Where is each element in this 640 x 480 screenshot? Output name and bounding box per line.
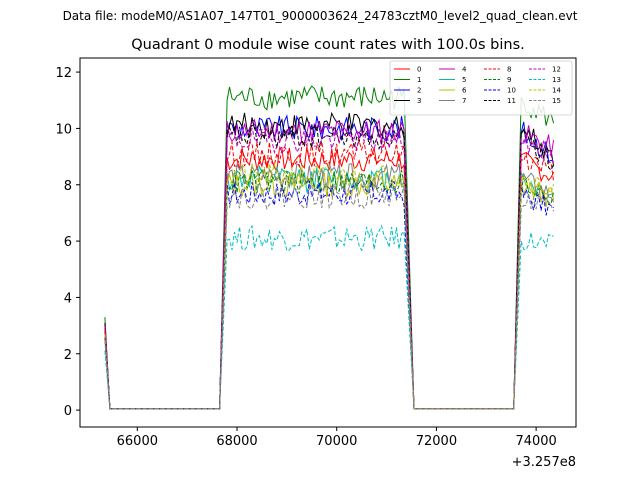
series-line-13 [104, 224, 554, 410]
legend-label: 3 [417, 97, 421, 105]
y-tick-label: 8 [64, 179, 72, 194]
y-tick-label: 12 [55, 66, 72, 81]
legend-label: 9 [507, 76, 511, 84]
figure-suptitle: Data file: modeM0/AS1A07_147T01_90000036… [63, 9, 578, 23]
x-tick-label: 66000 [117, 434, 158, 449]
series-line-10 [104, 180, 554, 410]
legend-label: 15 [552, 97, 561, 105]
series-line-8 [104, 139, 555, 410]
y-tick-label: 0 [64, 404, 72, 419]
legend-label: 14 [552, 87, 561, 95]
legend-label: 1 [417, 76, 421, 84]
x-offset-label: +3.257e8 [512, 455, 576, 470]
legend-label: 8 [507, 66, 511, 74]
y-axis: 0 2 4 6 8 10 12 [55, 66, 80, 419]
y-tick-label: 10 [55, 122, 72, 137]
x-tick-label: 72000 [416, 434, 457, 449]
series-line-14 [104, 162, 555, 410]
y-tick-label: 4 [64, 291, 72, 306]
axes-frame [79, 57, 577, 428]
chart-title: Quadrant 0 module wise count rates with … [131, 37, 525, 53]
series-line-3 [104, 111, 555, 410]
series-layer [104, 85, 555, 410]
x-tick-label: 70000 [316, 434, 357, 449]
series-line-0 [104, 146, 555, 410]
x-axis: 66000 68000 70000 72000 74000 [117, 427, 557, 449]
legend-label: 7 [462, 97, 466, 105]
legend-label: 0 [417, 66, 421, 74]
x-tick-label: 68000 [216, 434, 257, 449]
legend-label: 5 [462, 76, 466, 84]
legend-box [389, 60, 573, 116]
legend-label: 6 [462, 87, 467, 95]
series-line-2 [104, 114, 554, 410]
y-tick-label: 2 [64, 348, 72, 363]
series-line-1 [104, 85, 555, 410]
series-line-5 [104, 164, 554, 410]
legend-label: 4 [462, 66, 467, 74]
legend-label: 10 [507, 87, 516, 95]
y-tick-label: 6 [64, 235, 72, 250]
legend-label: 2 [417, 87, 421, 95]
legend-label: 13 [552, 76, 561, 84]
x-tick-label: 74000 [515, 434, 556, 449]
legend-label: 11 [507, 97, 516, 105]
series-line-15 [104, 182, 555, 410]
series-line-7 [104, 163, 555, 410]
legend-label: 12 [552, 66, 561, 74]
